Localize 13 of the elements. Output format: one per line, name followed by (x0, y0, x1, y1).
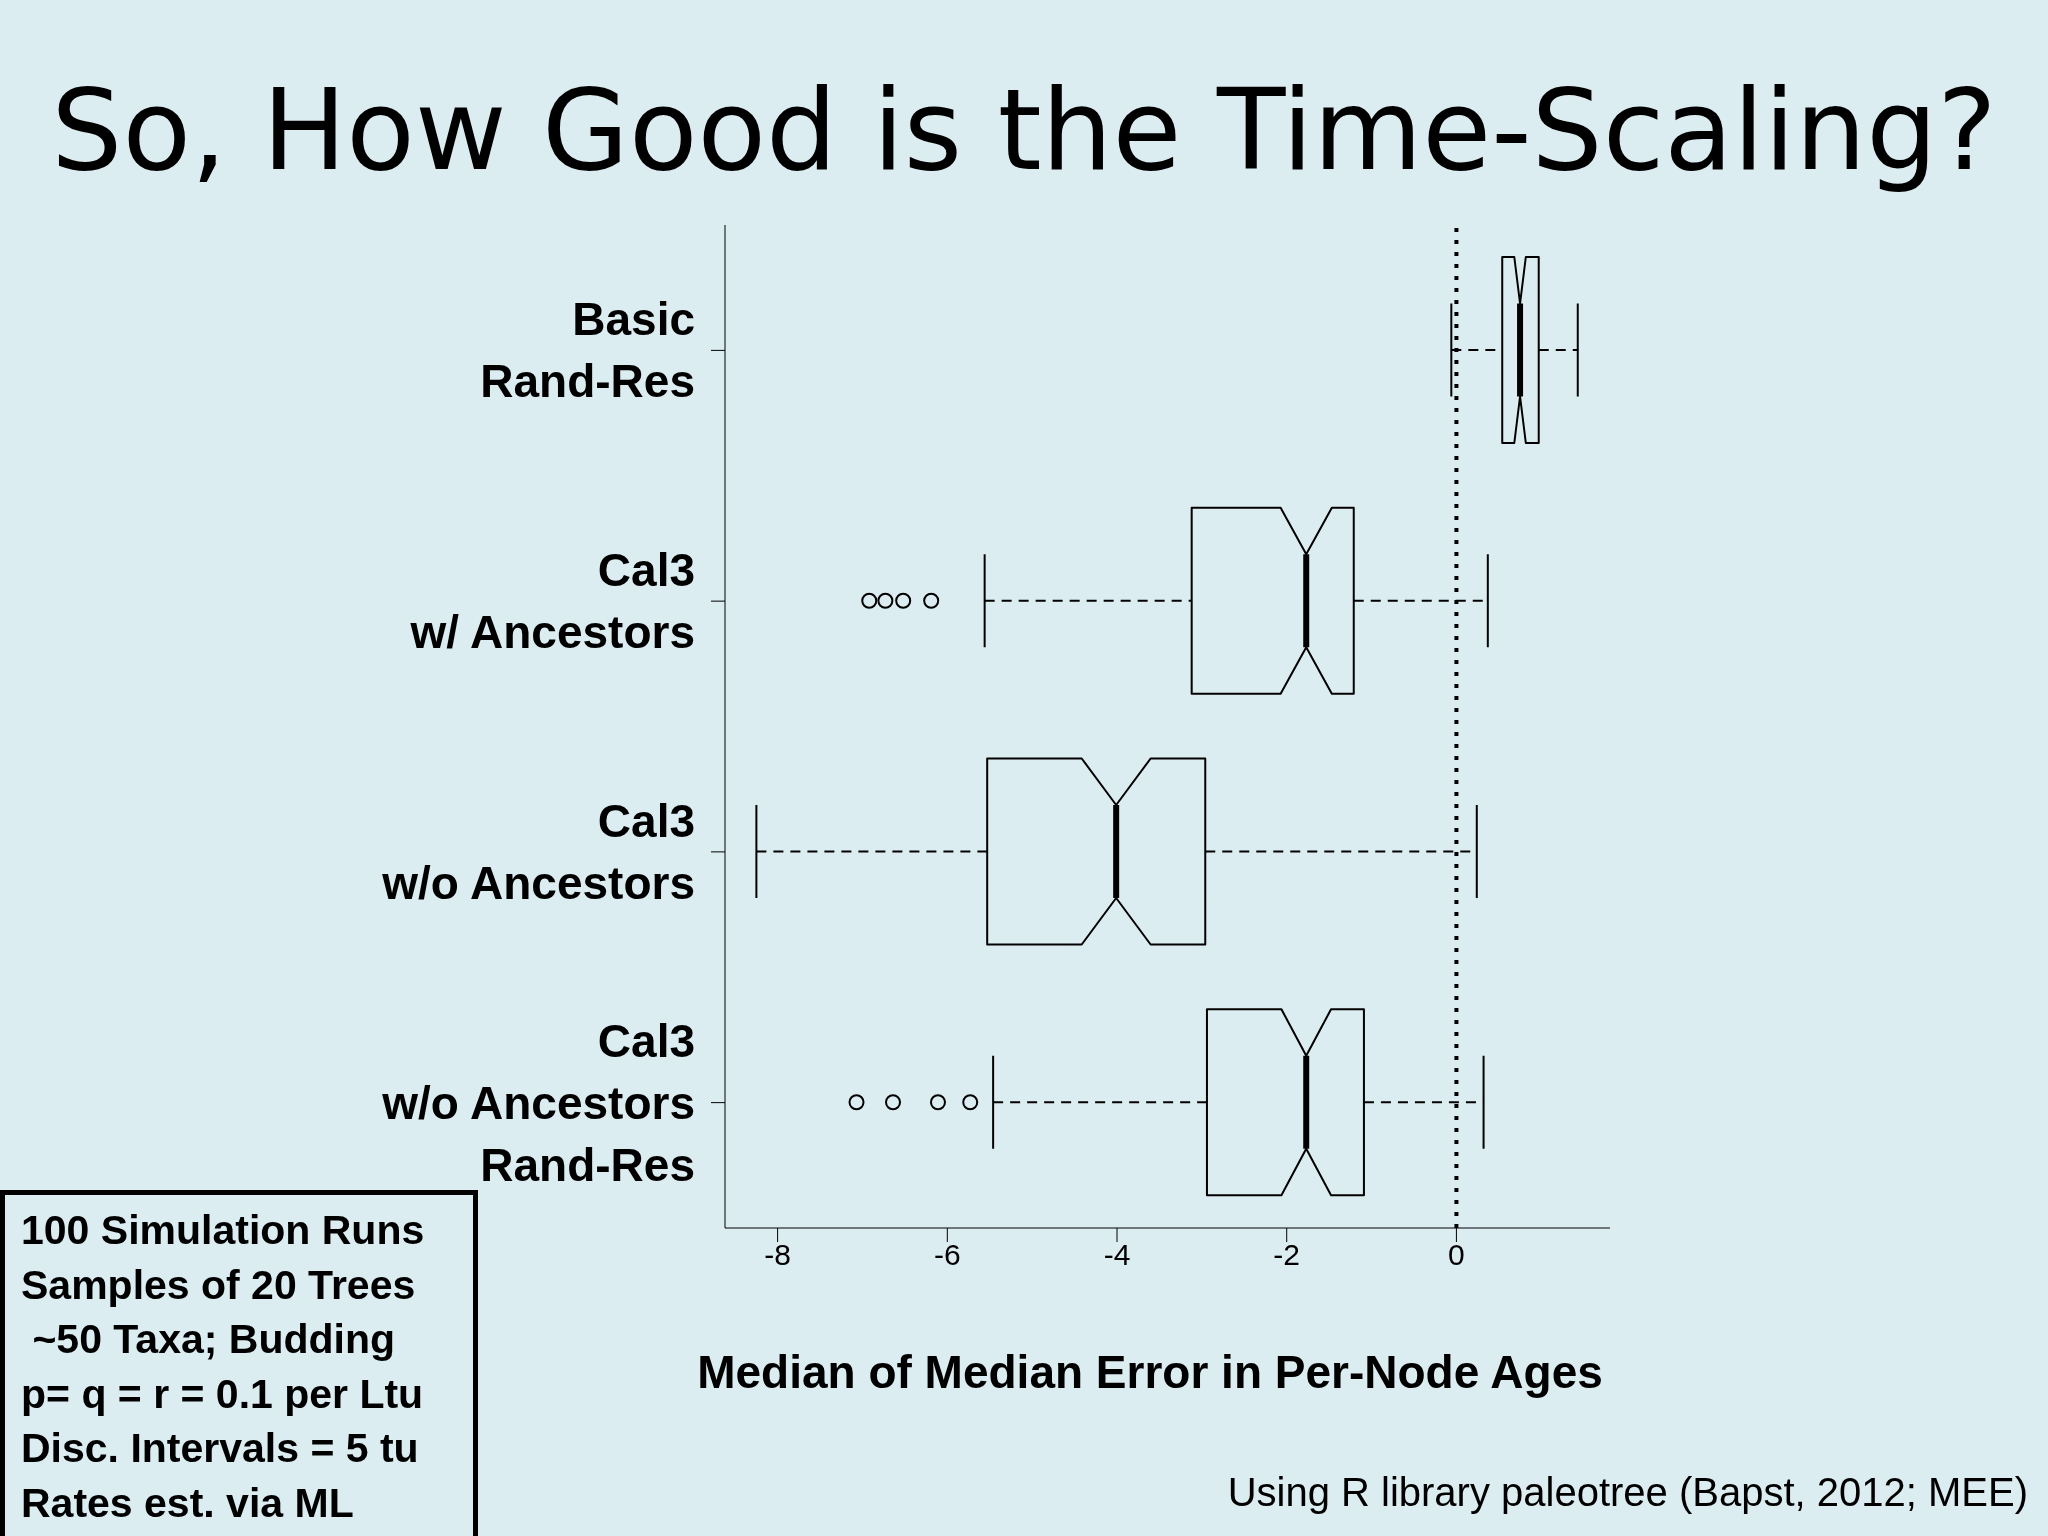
x-tick-label: -4 (1103, 1238, 1131, 1272)
x-tick-label: 0 (1448, 1238, 1465, 1272)
x-tick-label: -2 (1273, 1238, 1301, 1272)
x-tick-label: -6 (933, 1238, 961, 1272)
text: 100 Simulation Runs Samples of 20 Trees ~50 Taxa; Budding p= q = r = 0.1 per Ltu Disc. Intervals = 5 tu Rates est. via ML (0, 1190, 478, 1536)
y-tick-label: Cal3 w/ Ancestors (409, 544, 695, 659)
y-tick-label: Cal3 w/o Ancestors Rand-Res (381, 1014, 695, 1191)
x-tick-label: -8 (764, 1238, 791, 1272)
x-axis-title: Median of Median Error in Per-Node Ages (696, 1345, 1604, 1399)
text: Using R library paleotree (Bapst, 2012; MEE) (1227, 1470, 2028, 1515)
y-tick-label: Basic Rand-Res (480, 293, 695, 408)
chart-title: So, How Good is the Time-Scaling? (50, 64, 1998, 197)
y-tick-label: Cal3 w/o Ancestors (381, 794, 695, 909)
